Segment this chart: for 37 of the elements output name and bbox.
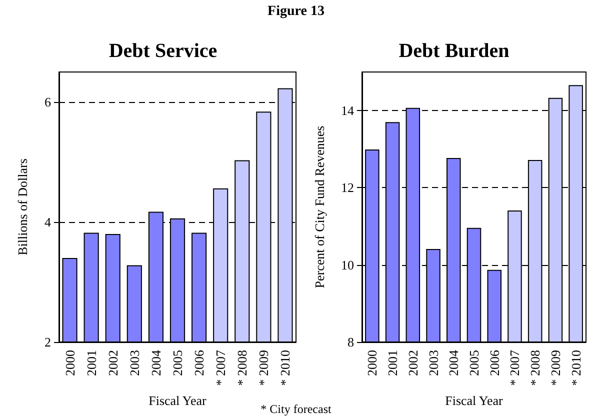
x-tick-label: 2004 xyxy=(148,350,164,376)
x-axis-title: Fiscal Year xyxy=(445,393,504,408)
x-tick-label: * 2010 xyxy=(278,350,293,386)
x-tick-label: 2005 xyxy=(170,350,185,376)
x-tick-label: * 2009 xyxy=(548,350,563,386)
x-tick-label: 2001 xyxy=(84,350,99,376)
x-tick-label: * 2010 xyxy=(568,350,584,386)
x-tick-label: 2000 xyxy=(364,350,380,376)
x-tick-label: * 2008 xyxy=(528,350,543,386)
text: * City forecast xyxy=(260,402,332,416)
x-tick-label: * 2008 xyxy=(234,350,250,386)
x-tick-label: 2002 xyxy=(105,350,120,376)
x-tick-label: * 2007 xyxy=(507,350,522,386)
x-tick-label: * 2009 xyxy=(256,350,272,386)
x-tick-label: 2000 xyxy=(62,350,78,376)
x-tick-label: 2001 xyxy=(385,350,400,376)
x-tick-label: * 2007 xyxy=(213,350,228,386)
x-tick-label: 2004 xyxy=(446,350,462,376)
y-axis-title: Percent of City Fund Revenues xyxy=(312,126,327,288)
x-tick-label: 2006 xyxy=(486,350,502,376)
x-tick-label: 2006 xyxy=(192,350,207,376)
x-tick-label: 2003 xyxy=(126,350,142,376)
x-axis-title: Fiscal Year xyxy=(148,393,208,408)
x-tick-label: 2003 xyxy=(426,350,441,376)
y-tick-label: 8 xyxy=(348,334,354,350)
y-tick-label: 12 xyxy=(341,180,354,196)
chart-title: Debt Burden xyxy=(398,40,510,62)
y-axis-title: Billions of Dollars xyxy=(15,158,30,256)
y-tick-label: 10 xyxy=(341,257,354,272)
x-tick-label: 2002 xyxy=(405,350,420,376)
caption: Figure 13 xyxy=(266,4,326,20)
y-tick-label: 2 xyxy=(44,334,51,350)
x-tick-label: 2005 xyxy=(466,350,482,376)
y-tick-label: 14 xyxy=(341,103,354,118)
y-tick-label: 6 xyxy=(44,94,52,110)
y-tick-label: 4 xyxy=(44,214,52,230)
chart-title: Debt Service xyxy=(108,40,218,62)
